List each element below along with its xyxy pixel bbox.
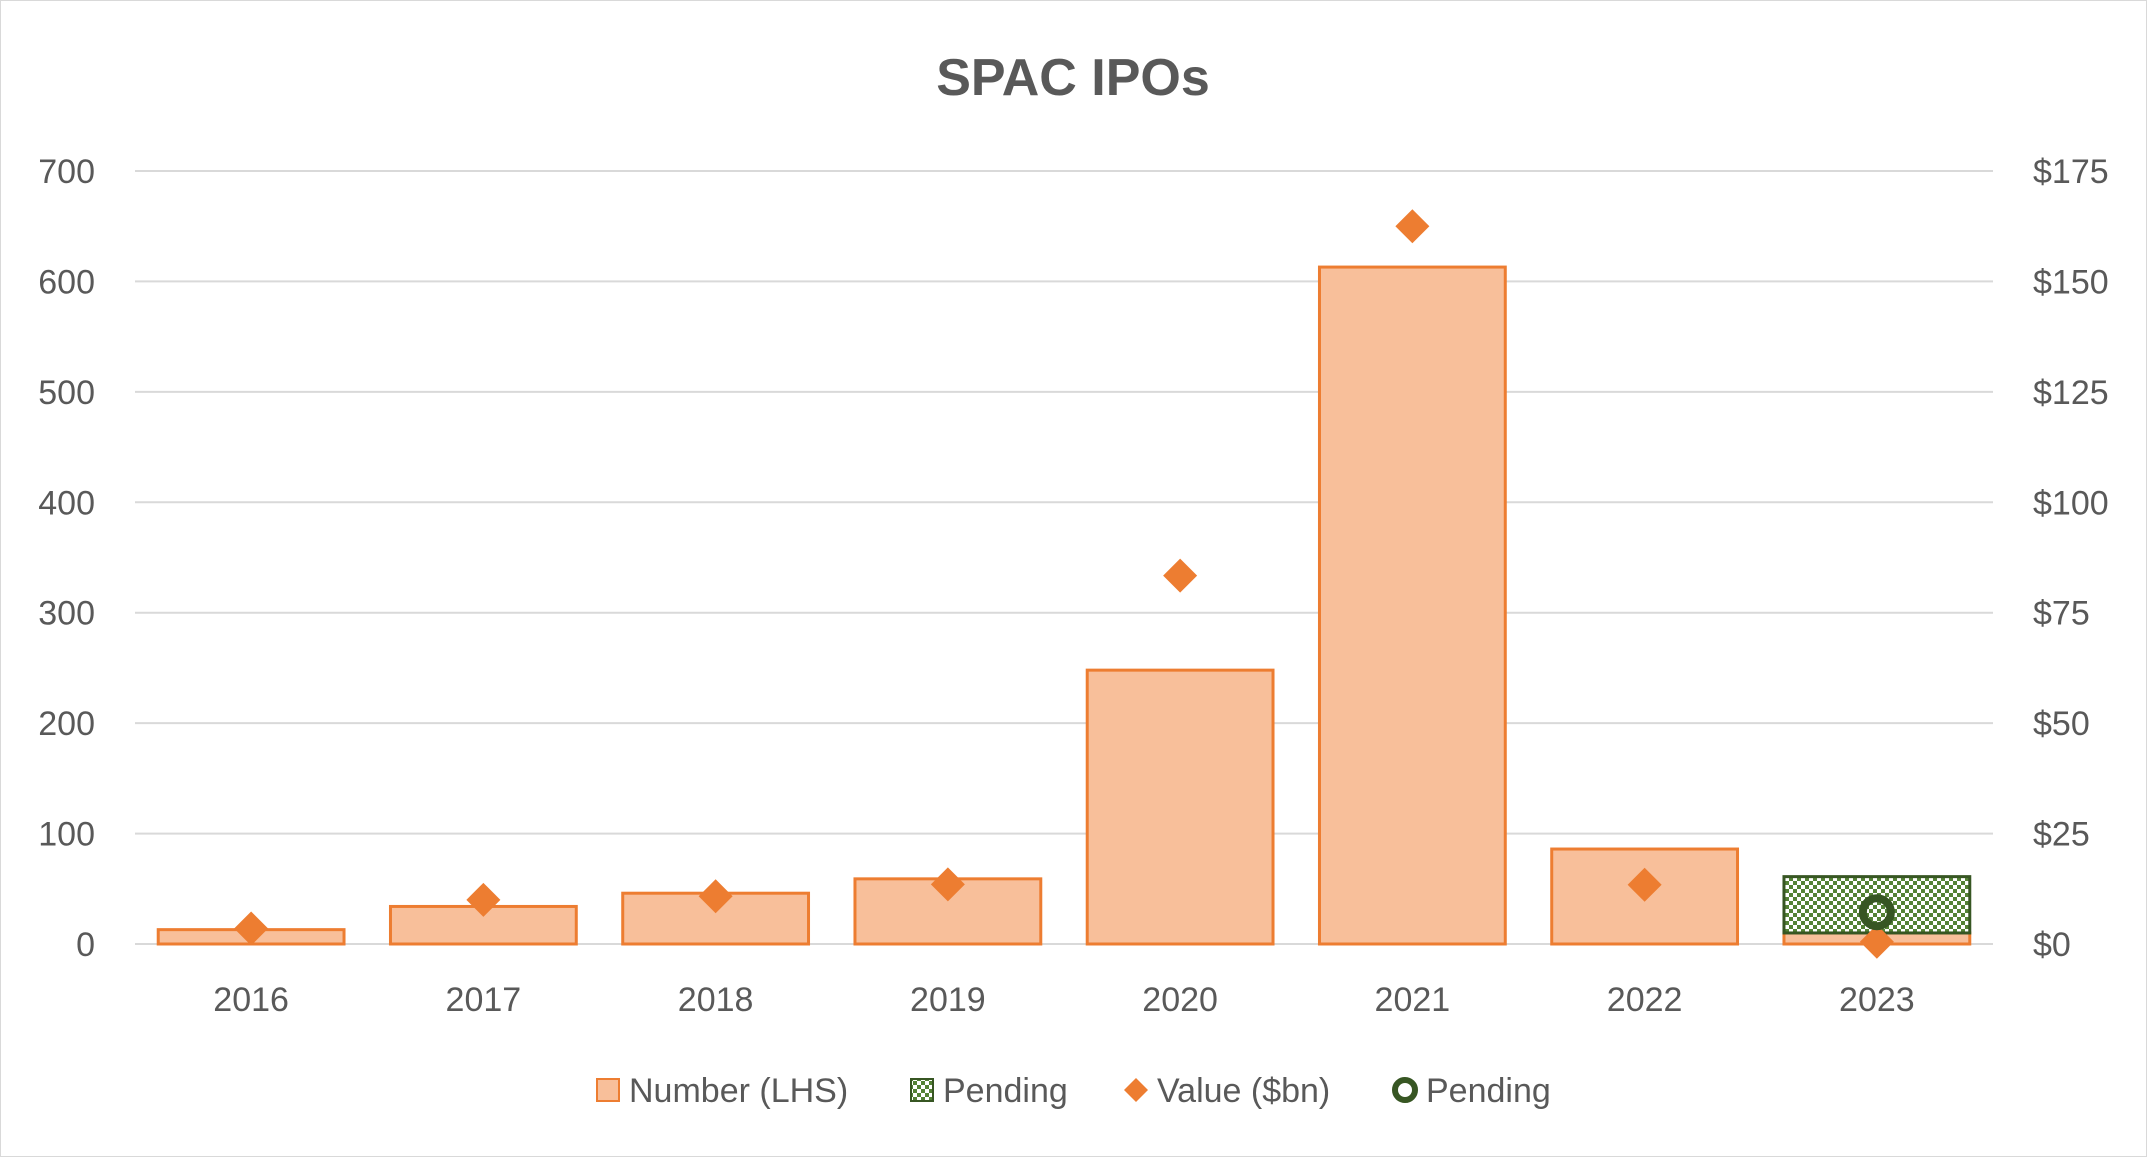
- x-tick-label: 2020: [1142, 981, 1218, 1019]
- right-tick-label: $0: [2033, 926, 2071, 964]
- right-tick-label: $25: [2033, 816, 2090, 854]
- right-tick-label: $175: [2033, 153, 2109, 191]
- legend-label: Pending: [1426, 1072, 1551, 1110]
- left-axis-tick-labels: 0 100 200 300 400 500 600 700: [38, 153, 95, 964]
- bar-number-2020: [1085, 668, 1275, 946]
- x-tick-label: 2018: [678, 981, 754, 1019]
- left-tick-label: 200: [38, 705, 95, 743]
- legend-swatch: [1392, 1077, 1418, 1103]
- legend-item-4: Pending: [1392, 1072, 1551, 1110]
- x-tick-label: 2017: [446, 981, 522, 1019]
- left-tick-label: 300: [38, 595, 95, 633]
- legend-label: Number (LHS): [629, 1072, 848, 1110]
- markers: [234, 209, 1895, 959]
- left-tick-label: 400: [38, 484, 95, 522]
- right-tick-label: $125: [2033, 374, 2109, 412]
- legend: Number (LHS) Pending Value ($bn) Pending: [596, 1072, 1551, 1110]
- right-tick-label: $100: [2033, 484, 2109, 522]
- value-marker-2021: [1395, 209, 1430, 244]
- left-tick-label: 0: [76, 926, 95, 964]
- bars: [156, 265, 1972, 946]
- value-marker-2020: [1163, 558, 1198, 593]
- right-tick-label: $75: [2033, 595, 2090, 633]
- right-tick-label: $50: [2033, 705, 2090, 743]
- x-axis-tick-labels: 2016 2017 2018 2019 2020 2021 2022 2023: [213, 981, 1914, 1019]
- x-tick-label: 2022: [1607, 981, 1683, 1019]
- bar-pending-2023: [1782, 875, 1972, 935]
- gridlines: [135, 170, 1993, 945]
- right-axis-tick-labels: $0 $25 $50 $75 $100 $125 $150 $175: [2033, 153, 2109, 964]
- value-marker-2019: [930, 867, 965, 902]
- x-tick-label: 2023: [1839, 981, 1915, 1019]
- x-tick-label: 2016: [213, 981, 289, 1019]
- x-tick-label: 2021: [1375, 981, 1451, 1019]
- value-marker-2017: [466, 882, 501, 917]
- legend-swatch: [1124, 1078, 1148, 1102]
- legend-item-3: Value ($bn): [1124, 1072, 1330, 1110]
- value-marker-2018: [698, 879, 733, 914]
- left-tick-label: 100: [38, 816, 95, 854]
- legend-swatch: [596, 1078, 620, 1102]
- right-tick-label: $150: [2033, 263, 2109, 301]
- legend-label: Pending: [943, 1072, 1068, 1110]
- left-tick-label: 500: [38, 374, 95, 412]
- left-tick-label: 700: [38, 153, 95, 191]
- value-marker-2023: [1859, 924, 1894, 959]
- chart-title: SPAC IPOs: [936, 49, 1210, 107]
- x-tick-label: 2019: [910, 981, 986, 1019]
- value-marker-2016: [234, 911, 269, 946]
- legend-label: Value ($bn): [1157, 1072, 1330, 1110]
- left-tick-label: 600: [38, 263, 95, 301]
- legend-swatch: [910, 1078, 934, 1102]
- bar-number-2021: [1317, 265, 1507, 946]
- legend-item-1: Number (LHS): [596, 1072, 848, 1110]
- pending-value-marker-2023: [1858, 894, 1895, 931]
- legend-item-2: Pending: [910, 1072, 1068, 1110]
- value-marker-2022: [1627, 867, 1662, 902]
